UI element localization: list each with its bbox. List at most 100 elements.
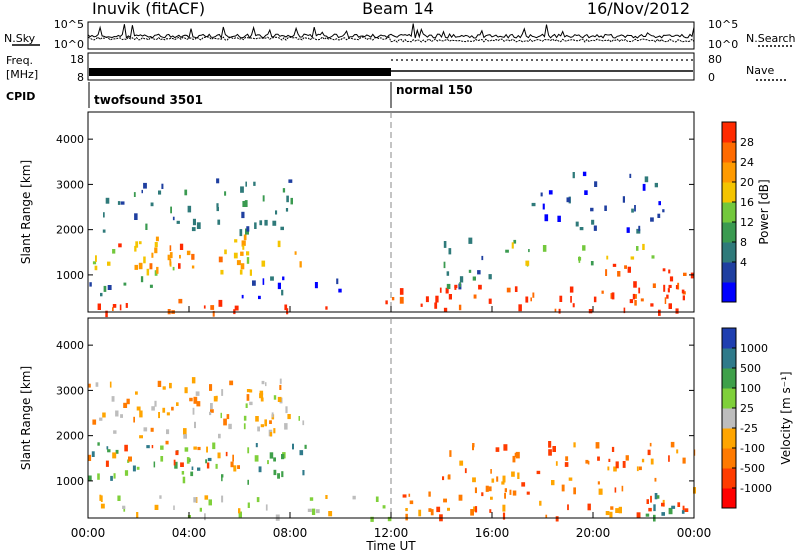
heatmap-cell <box>273 395 277 400</box>
heatmap-cell <box>192 218 196 226</box>
heatmap-cell <box>265 504 268 511</box>
heatmap-cell <box>105 310 108 318</box>
heatmap-cell <box>477 270 481 275</box>
heatmap-cell <box>418 509 422 517</box>
heatmap-cell <box>197 446 201 451</box>
heatmap-cell <box>151 406 155 411</box>
heatmap-cell <box>238 511 242 518</box>
heatmap-cell <box>277 473 280 479</box>
heatmap-cell <box>605 511 610 516</box>
heatmap-cell <box>634 205 636 212</box>
heatmap-cell <box>117 201 121 205</box>
heatmap-cell <box>282 276 285 281</box>
heatmap-cell <box>215 395 218 400</box>
colorbar-tick-label: 24 <box>740 156 754 169</box>
heatmap-cell <box>193 396 198 404</box>
heatmap-cell <box>277 240 281 248</box>
heatmap-cell <box>615 508 620 513</box>
heatmap-cell <box>657 213 661 218</box>
heatmap-cell <box>209 384 213 391</box>
colorbar-swatch <box>722 448 736 469</box>
heatmap-cell <box>503 444 508 451</box>
heatmap-cell <box>136 466 140 470</box>
heatmap-cell <box>472 276 476 281</box>
heatmap-cell <box>249 401 253 406</box>
heatmap-cell <box>184 387 188 394</box>
heatmap-cell <box>653 504 656 512</box>
heatmap-cell <box>528 249 530 253</box>
heatmap-cell <box>178 263 181 269</box>
heatmap-cell <box>584 190 588 195</box>
heatmap-cell <box>564 462 569 467</box>
heatmap-cell <box>215 463 218 469</box>
heatmap-cell <box>458 304 462 311</box>
heatmap-cell <box>594 181 598 187</box>
heatmap-cell <box>172 266 175 271</box>
heatmap-cell <box>591 219 595 225</box>
heatmap-cell <box>212 310 215 317</box>
heatmap-cell <box>675 285 678 290</box>
heatmap-cell <box>122 505 126 509</box>
colorbar-swatch <box>722 182 736 203</box>
colorbar-frame <box>721 121 737 303</box>
heatmap-cell <box>92 261 97 265</box>
heatmap-cell <box>206 462 210 469</box>
heatmap-cell <box>115 449 119 454</box>
heatmap-cell <box>262 278 265 285</box>
heatmap-cell <box>92 419 97 425</box>
heatmap-cell <box>302 470 305 476</box>
heatmap-cell <box>273 428 276 434</box>
heatmap-cell <box>682 295 685 301</box>
x-tick-label: 16:00 <box>475 526 510 540</box>
heatmap-cell <box>642 243 645 250</box>
heatmap-cell <box>180 462 184 467</box>
heatmap-cell <box>221 389 224 396</box>
heatmap-cell <box>112 307 114 311</box>
heatmap-cell <box>165 440 169 445</box>
heatmap-cell <box>518 304 522 312</box>
heatmap-cell <box>472 477 476 483</box>
heatmap-cell <box>161 183 164 189</box>
heatmap-cell <box>597 481 600 485</box>
heatmap-cell <box>490 496 493 500</box>
heatmap-cell <box>439 287 442 293</box>
heatmap-cell <box>617 271 621 277</box>
heatmap-cell <box>240 263 245 270</box>
heatmap-cell <box>641 458 645 463</box>
heatmap-cell <box>169 382 172 389</box>
heatmap-cell <box>246 251 250 256</box>
heatmap-cell <box>186 457 190 464</box>
heatmap-cell <box>626 227 630 233</box>
heatmap-cell <box>627 266 631 273</box>
heatmap-cell <box>443 261 446 269</box>
heatmap-cell <box>391 297 395 301</box>
heatmap-cell <box>382 505 386 509</box>
colorbar-tick-label: 4 <box>740 256 747 269</box>
heatmap-cell <box>555 461 558 466</box>
heatmap-cell <box>225 451 228 457</box>
heatmap-cell <box>459 460 464 466</box>
heatmap-cell <box>488 298 492 304</box>
heatmap-cell <box>94 265 98 271</box>
heatmap-cell <box>405 513 408 521</box>
nsky-tick-bottom: 10^0 <box>54 38 84 51</box>
heatmap-cell <box>244 200 248 207</box>
heatmap-cell <box>587 460 590 465</box>
heatmap-cell <box>159 495 162 499</box>
heatmap-cell <box>430 509 434 516</box>
heatmap-cell <box>179 254 181 259</box>
velocity-yticks: 1000 2000 3000 4000 <box>56 339 694 488</box>
colorbar-swatch <box>722 242 736 263</box>
heatmap-cell <box>196 401 201 407</box>
heatmap-cell <box>595 442 600 449</box>
nsearch-tick-bottom: 10^0 <box>708 38 738 51</box>
colorbar-swatch <box>722 348 736 369</box>
heatmap-cell <box>204 495 209 500</box>
heatmap-cell <box>681 510 685 514</box>
heatmap-cell <box>126 398 130 405</box>
heatmap-cell <box>488 486 492 492</box>
power-panel: 1000 2000 3000 4000 Slant Range [km] 28 24 20… <box>19 111 771 318</box>
heatmap-cell <box>150 427 154 432</box>
heatmap-cell <box>184 447 189 452</box>
heatmap-cell <box>281 471 284 478</box>
